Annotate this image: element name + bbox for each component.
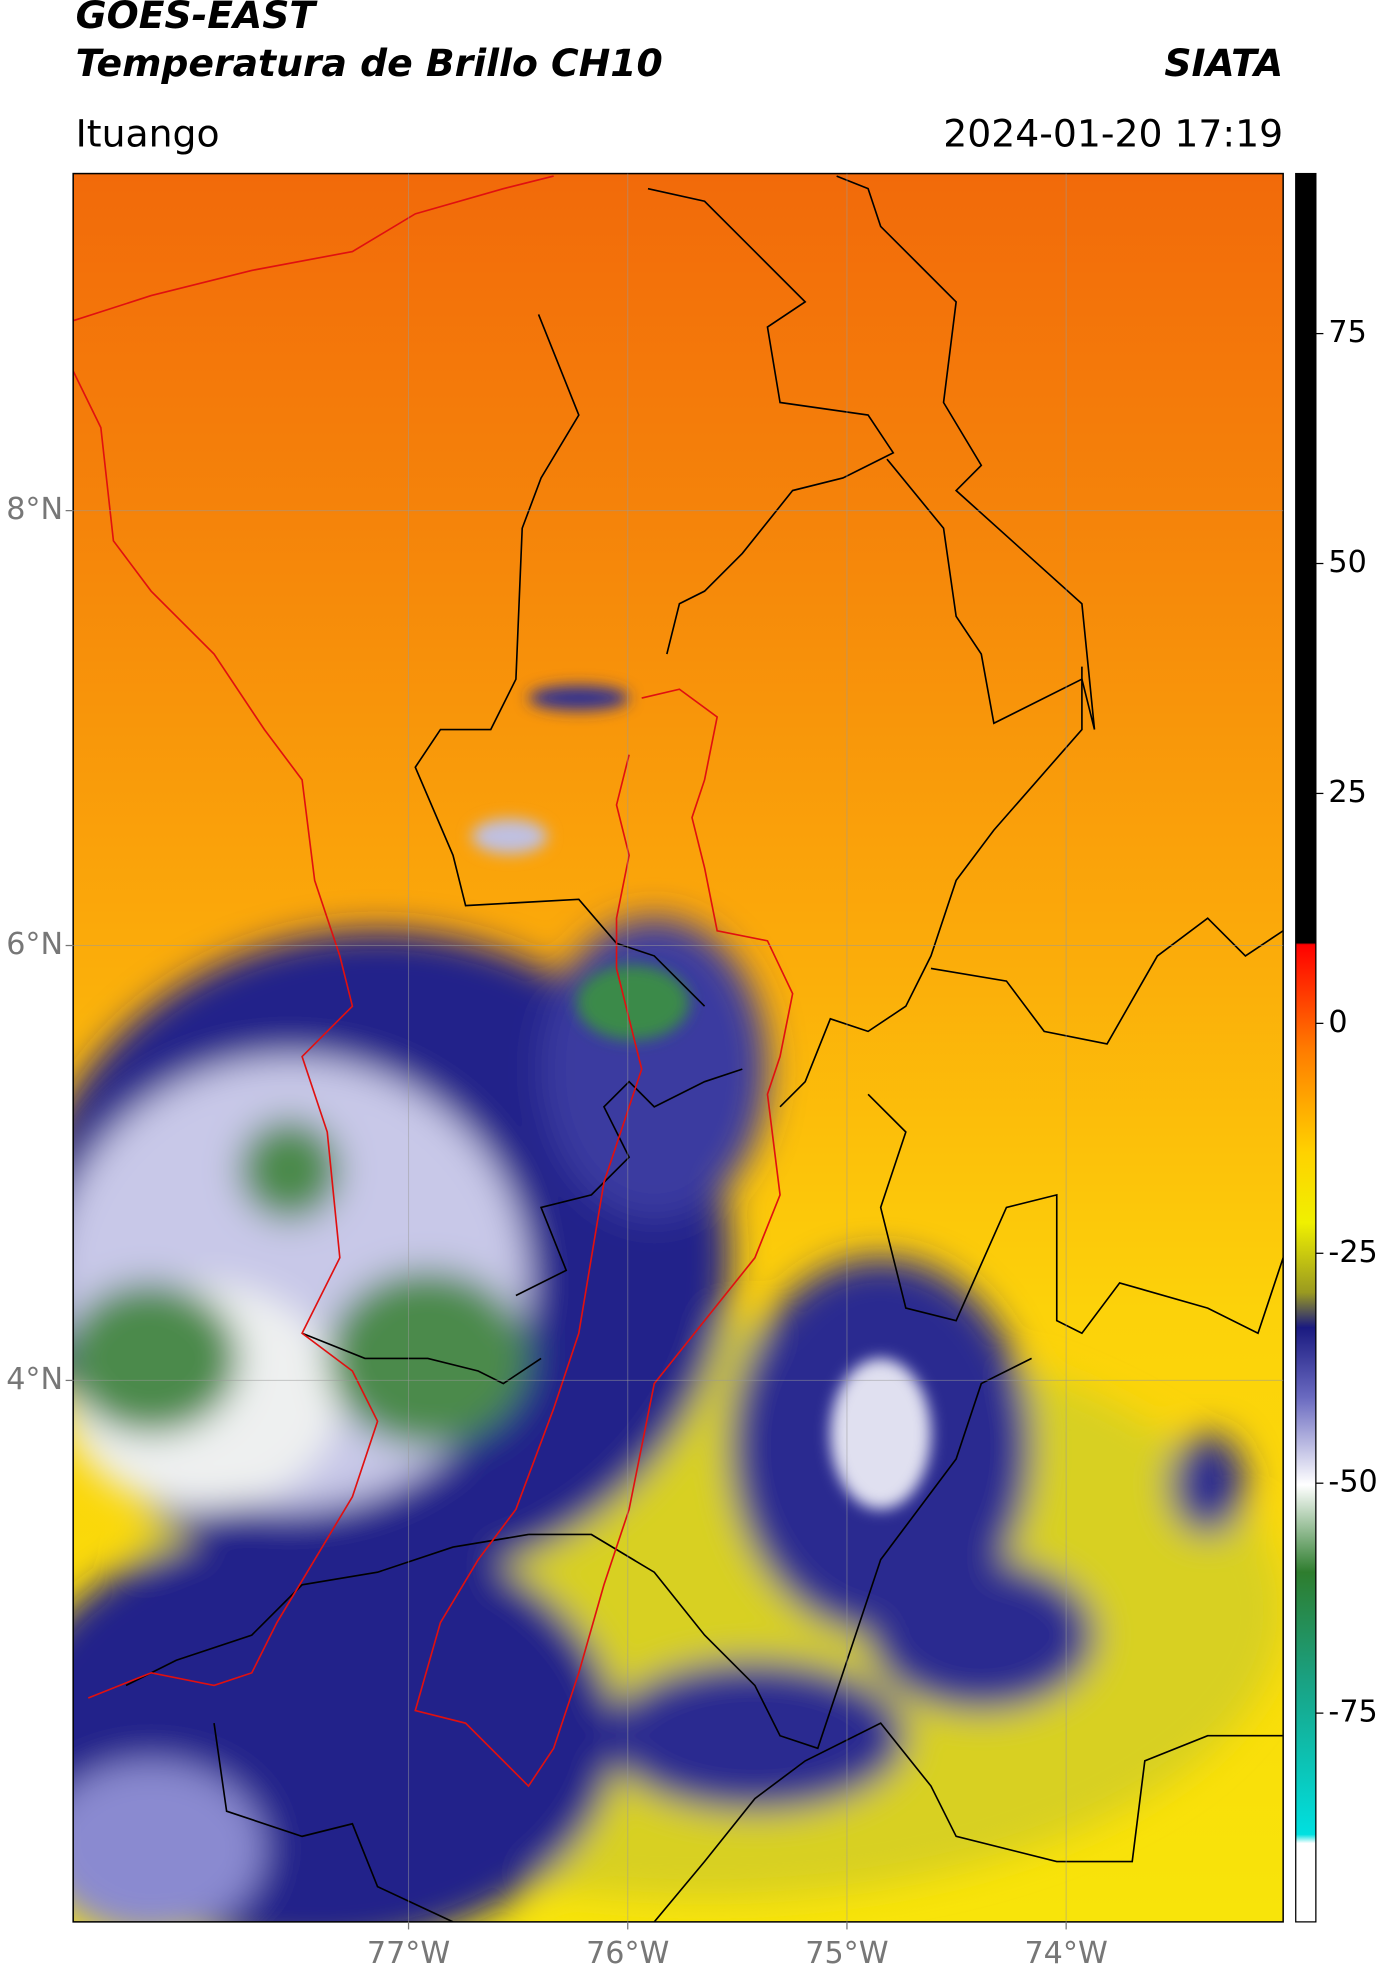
colorbar-tick-label: 75 [1328,315,1366,350]
subtitle: Temperatura de Brillo CH10 [76,41,663,85]
y-tick-label: 6°N [6,927,63,962]
title: GOES-EAST [76,0,319,37]
x-tick-label: 74°W [1024,1936,1107,1971]
y-tick-label: 4°N [6,1362,63,1397]
colorbar-tick-label: 50 [1328,545,1366,580]
y-tick-label: 8°N [6,492,63,527]
region-border [73,175,794,1788]
colorbar-tick-label: 25 [1328,775,1366,810]
colorbar-tick-label: 0 [1328,1005,1347,1040]
source: SIATA [1164,41,1283,85]
datetime: 2024-01-20 17:19 [943,111,1283,155]
satellite-image [73,173,1284,1922]
location: Ituango [76,111,220,155]
borders [125,175,1284,1922]
colorbar [1295,172,1317,1923]
x-tick-label: 77°W [367,1936,450,1971]
colorbar-tick-label: -25 [1328,1235,1377,1270]
x-tick-label: 75°W [805,1936,888,1971]
colorbar-tick-label: -50 [1328,1465,1377,1500]
colorbar-tick-label: -75 [1328,1695,1377,1730]
x-tick-label: 76°W [586,1936,669,1971]
map-frame [72,172,1284,1923]
